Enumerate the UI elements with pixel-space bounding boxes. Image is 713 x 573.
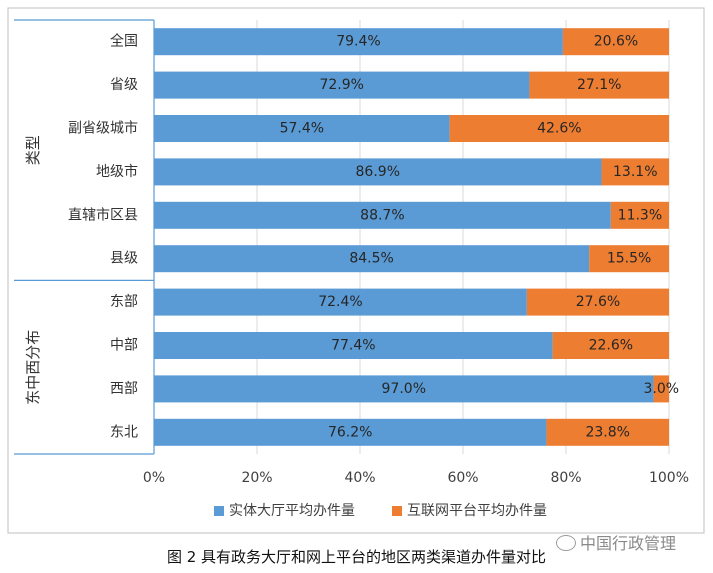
data-label: 88.7% — [360, 207, 404, 223]
legend-label: 互联网平台平均办件量 — [407, 503, 547, 519]
data-label: 22.6% — [589, 338, 633, 354]
data-label: 27.1% — [577, 77, 621, 93]
legend-swatch — [214, 506, 224, 516]
data-label: 76.2% — [328, 424, 372, 440]
bar-segment-online — [526, 288, 669, 316]
bar-segment-hall — [154, 418, 547, 446]
bar-segment-hall — [154, 158, 602, 186]
x-tick-label: 80% — [550, 470, 581, 486]
bar-segment-online — [449, 115, 669, 142]
category-label: 副省级城市 — [68, 120, 138, 137]
bar-segment-hall — [154, 375, 654, 403]
data-label: 86.9% — [356, 164, 400, 180]
bar-segment-online — [562, 28, 669, 56]
bar-segment-hall — [154, 115, 450, 142]
data-label: 15.5% — [607, 251, 651, 267]
chart-frame — [7, 7, 705, 534]
data-label: 13.1% — [613, 164, 657, 180]
bar-segment-online — [546, 418, 669, 446]
bar-segment-hall — [154, 201, 611, 229]
data-label: 23.8% — [585, 424, 629, 440]
data-label: 72.4% — [318, 294, 362, 310]
legend-label: 实体大厅平均办件量 — [229, 503, 355, 519]
x-tick-label: 20% — [241, 470, 272, 486]
data-label: 79.4% — [336, 34, 380, 50]
bar-segment-hall — [154, 71, 530, 99]
bar-segment-hall — [154, 288, 527, 316]
data-label: 27.6% — [576, 294, 620, 310]
data-label: 97.0% — [382, 381, 426, 397]
x-tick-label: 0% — [143, 470, 165, 486]
data-label: 57.4% — [280, 121, 324, 137]
category-label: 全国 — [110, 33, 138, 50]
category-label: 县级 — [110, 251, 138, 267]
data-label: 20.6% — [594, 34, 638, 50]
data-label: 84.5% — [349, 251, 393, 267]
bar-segment-hall — [154, 245, 590, 273]
watermark-text: 中国行政管理 — [580, 534, 677, 553]
group-label: 类型 — [24, 135, 42, 165]
watermark: 中国行政管理 — [556, 530, 676, 554]
category-label: 东北 — [110, 424, 138, 440]
category-label: 中部 — [110, 338, 138, 354]
category-label: 东部 — [110, 294, 138, 310]
legend-swatch — [392, 506, 402, 516]
bar-segment-online — [653, 375, 669, 403]
x-tick-label: 40% — [344, 470, 375, 486]
figure-caption: 图 2 具有政务大厅和网上平台的地区两类渠道办件量对比 — [166, 548, 547, 566]
bar-segment-online — [552, 332, 669, 359]
x-tick-label: 60% — [447, 470, 478, 486]
wechat-icon — [556, 535, 576, 551]
data-label: 77.4% — [331, 338, 375, 354]
category-label: 直辖市区县 — [68, 206, 138, 223]
bar-segment-hall — [154, 28, 563, 56]
group-label: 东中西分布 — [24, 330, 42, 405]
bar-segment-online — [601, 158, 669, 186]
bar-segment-online — [610, 201, 669, 229]
x-tick-label: 100% — [649, 470, 689, 486]
category-label: 省级 — [110, 77, 138, 93]
category-label: 地级市 — [96, 163, 138, 180]
data-label: 42.6% — [537, 121, 581, 137]
bar-segment-hall — [154, 332, 553, 359]
data-label: 3.0% — [643, 381, 679, 397]
category-label: 西部 — [110, 381, 138, 397]
data-label: 11.3% — [618, 207, 662, 223]
bar-segment-online — [529, 71, 669, 99]
data-label: 72.9% — [319, 77, 363, 93]
bar-segment-online — [589, 245, 669, 273]
